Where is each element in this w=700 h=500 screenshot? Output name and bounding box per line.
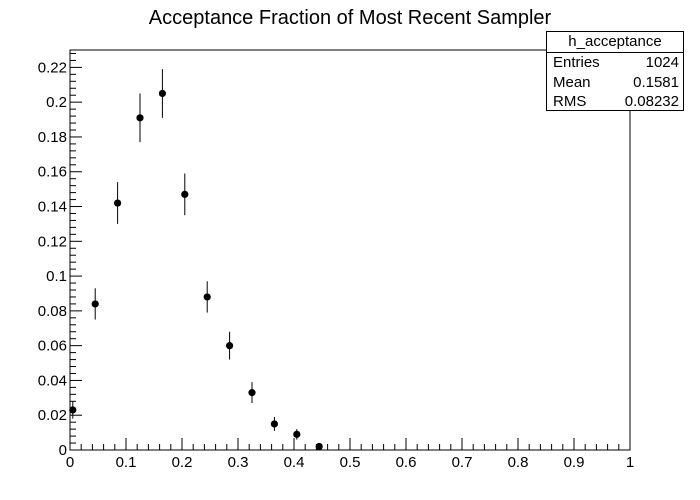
stats-row-rms: RMS 0.08232 (547, 92, 683, 112)
y-tick-label: 0.02 (38, 407, 67, 424)
data-point (69, 406, 77, 414)
x-tick-label: 0.8 (508, 454, 529, 471)
y-tick-label: 0.22 (38, 59, 67, 76)
data-point (203, 293, 211, 301)
y-tick-label: 0 (59, 442, 67, 459)
y-tick-label: 0.06 (38, 338, 67, 355)
data-point (226, 342, 234, 350)
data-point (158, 89, 166, 98)
y-tick-label: 0.16 (38, 164, 67, 181)
x-tick-label: 0.5 (340, 454, 361, 471)
data-point (248, 389, 256, 397)
stats-box: h_acceptance Entries 1024 Mean 0.1581 RM… (546, 31, 684, 111)
x-tick-label: 0.6 (396, 454, 417, 471)
x-tick-label: 0.4 (284, 454, 305, 471)
x-tick-label: 0.9 (564, 454, 585, 471)
stats-label: Entries (553, 54, 600, 71)
stats-value: 0.1581 (633, 73, 679, 91)
y-tick-label: 0.14 (38, 199, 67, 216)
x-tick-label: 0.7 (452, 454, 473, 471)
data-point (114, 199, 122, 207)
stats-value: 0.08232 (624, 93, 679, 110)
x-tick-label: 0.2 (172, 454, 193, 471)
y-tick-label: 0.08 (38, 303, 67, 320)
data-point (270, 420, 278, 428)
y-tick-label: 0.12 (38, 233, 67, 250)
data-point (315, 442, 323, 451)
x-tick-label: 0.1 (116, 454, 137, 471)
stats-label: RMS (553, 93, 587, 110)
stats-row-mean: Mean 0.1581 (547, 73, 683, 93)
stats-histogram-name: h_acceptance (547, 32, 683, 53)
stats-value: 1024 (645, 54, 679, 71)
x-tick-label: 0.3 (228, 454, 249, 471)
data-point (181, 190, 189, 198)
y-tick-label: 0.1 (46, 268, 67, 285)
x-tick-label: 0 (66, 454, 74, 471)
data-point (136, 114, 144, 122)
chart-title: Acceptance Fraction of Most Recent Sampl… (148, 7, 552, 29)
x-tick-label: 1 (626, 454, 634, 471)
data-point (91, 300, 99, 308)
stats-row-entries: Entries 1024 (547, 53, 683, 73)
y-tick-label: 0.2 (46, 94, 67, 111)
y-tick-label: 0.18 (38, 129, 67, 146)
y-tick-label: 0.04 (38, 372, 67, 389)
stats-label: Mean (553, 73, 591, 91)
data-point (293, 430, 301, 438)
